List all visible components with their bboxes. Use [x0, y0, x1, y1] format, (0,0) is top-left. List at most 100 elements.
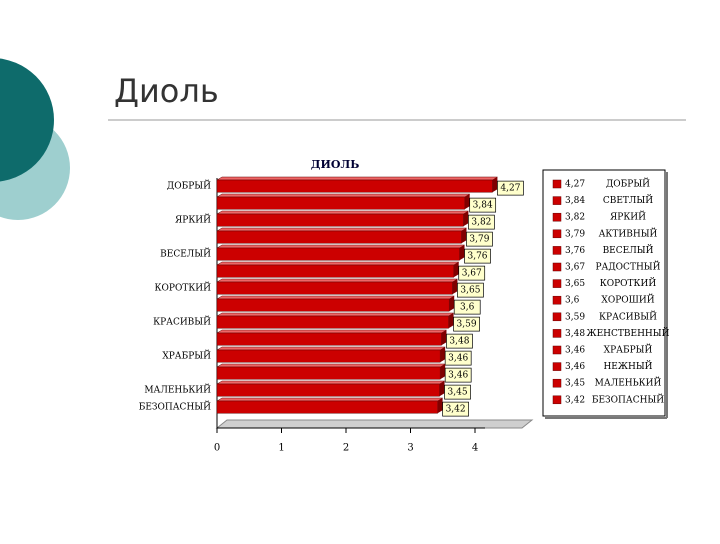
x-tick-label: 1	[278, 443, 284, 454]
data-label: 3,84	[473, 201, 493, 211]
data-label-box	[458, 265, 486, 281]
data-label: 3,79	[469, 235, 489, 245]
bar-side	[439, 381, 445, 397]
legend-value: 3,45	[565, 379, 585, 389]
y-tick-label: КРАСИВЫЙ	[153, 316, 211, 328]
legend-swatch	[552, 312, 562, 322]
bar	[216, 247, 460, 261]
slide-title: Диоль	[114, 72, 219, 110]
legend-label: КОРОТКИЙ	[600, 277, 657, 289]
bar-top	[216, 312, 455, 317]
legend-swatch	[552, 246, 562, 255]
data-label-box	[442, 401, 469, 417]
legend-value: 3,46	[565, 346, 585, 356]
bar	[216, 315, 449, 329]
bar	[216, 264, 454, 278]
y-tick-label: ВЕСЕЛЫЙ	[160, 248, 211, 260]
legend-swatch	[552, 295, 562, 305]
data-label-box	[453, 316, 480, 332]
y-tick-label: ХРАБРЫЙ	[162, 350, 211, 362]
legend-swatch	[552, 179, 562, 189]
chart-title: ДИОЛЬ	[311, 158, 360, 171]
data-label: 3,42	[446, 405, 466, 415]
legend-value: 3,67	[565, 263, 585, 273]
legend-label: ЯРКИЙ	[610, 211, 646, 223]
data-label-box	[468, 214, 495, 230]
bar	[216, 298, 450, 312]
bar-top	[216, 244, 466, 249]
bar	[216, 332, 442, 346]
data-label-box	[457, 282, 484, 298]
legend-swatch	[552, 279, 562, 288]
bar-side	[449, 296, 455, 312]
x-tick-label: 2	[343, 443, 349, 454]
x-tick-label: 0	[214, 443, 220, 454]
legend-box	[542, 169, 666, 417]
bar-side	[464, 194, 470, 210]
bar-top	[216, 227, 468, 232]
x-tick-label: 4	[472, 443, 478, 454]
data-label: 3,59	[457, 320, 477, 330]
bar-top	[216, 176, 499, 181]
bar-top	[216, 261, 460, 266]
legend-value: 3,65	[565, 279, 585, 289]
y-tick-label: ЯРКИЙ	[175, 214, 211, 226]
decor-circle	[0, 58, 54, 182]
bar-top	[216, 278, 459, 283]
legend-label: СВЕТЛЫЙ	[603, 194, 653, 206]
bar	[216, 366, 441, 380]
legend-value: 3,76	[565, 246, 585, 256]
legend-label: БЕЗОПАСНЫЙ	[592, 393, 664, 405]
data-label: 3,67	[462, 269, 482, 279]
bar-top	[216, 397, 444, 402]
legend-swatch	[552, 212, 562, 222]
data-label-box	[444, 350, 472, 366]
bar-top	[216, 295, 456, 300]
data-label-box	[466, 231, 493, 247]
legend-swatch	[552, 378, 562, 388]
bar-top	[216, 380, 446, 385]
legend-swatch	[552, 329, 562, 338]
bar	[216, 349, 441, 363]
legend-label: ХРАБРЫЙ	[604, 344, 653, 356]
data-label: 3,76	[467, 252, 487, 262]
bar-top	[216, 363, 447, 368]
bar	[216, 281, 453, 295]
legend-swatch	[552, 196, 562, 205]
legend-value: 3,79	[565, 229, 585, 239]
legend-swatch	[552, 229, 562, 239]
data-label-box	[464, 248, 491, 264]
data-label-box	[469, 197, 497, 213]
data-label-box	[497, 180, 524, 196]
bar-top	[216, 210, 470, 215]
legend-value: 4,27	[565, 180, 585, 190]
data-label: 3,65	[460, 286, 480, 296]
legend-swatch	[552, 262, 562, 272]
bar-side	[452, 279, 458, 295]
data-label-box	[444, 384, 471, 400]
bar-side	[441, 330, 447, 346]
bar	[216, 400, 438, 414]
bar-top	[216, 329, 448, 334]
data-label: 3,46	[448, 354, 468, 364]
legend-label: АКТИВНЫЙ	[599, 227, 658, 239]
legend-label: НЕЖНЫЙ	[603, 360, 652, 372]
data-label: 3,45	[448, 388, 468, 398]
bar-side	[437, 398, 443, 414]
chart-floor	[215, 419, 534, 429]
bar-side	[448, 313, 454, 329]
legend-label: КРАСИВЫЙ	[599, 310, 657, 322]
y-tick-label: ДОБРЫЙ	[167, 180, 211, 192]
bar-side	[492, 177, 498, 193]
legend-label: МАЛЕНЬКИЙ	[595, 377, 662, 389]
bar-side	[459, 245, 465, 261]
data-label: 3,46	[448, 371, 468, 381]
bar	[216, 179, 493, 193]
legend-value: 3,84	[565, 196, 585, 206]
bar	[216, 383, 440, 397]
y-tick-label: МАЛЕНЬКИЙ	[144, 384, 211, 396]
legend-value: 3,82	[565, 213, 585, 223]
legend-label: ВЕСЕЛЫЙ	[603, 244, 654, 256]
y-tick-label: БЕЗОПАСНЫЙ	[139, 401, 211, 413]
legend-label: ДОБРЫЙ	[606, 178, 650, 190]
